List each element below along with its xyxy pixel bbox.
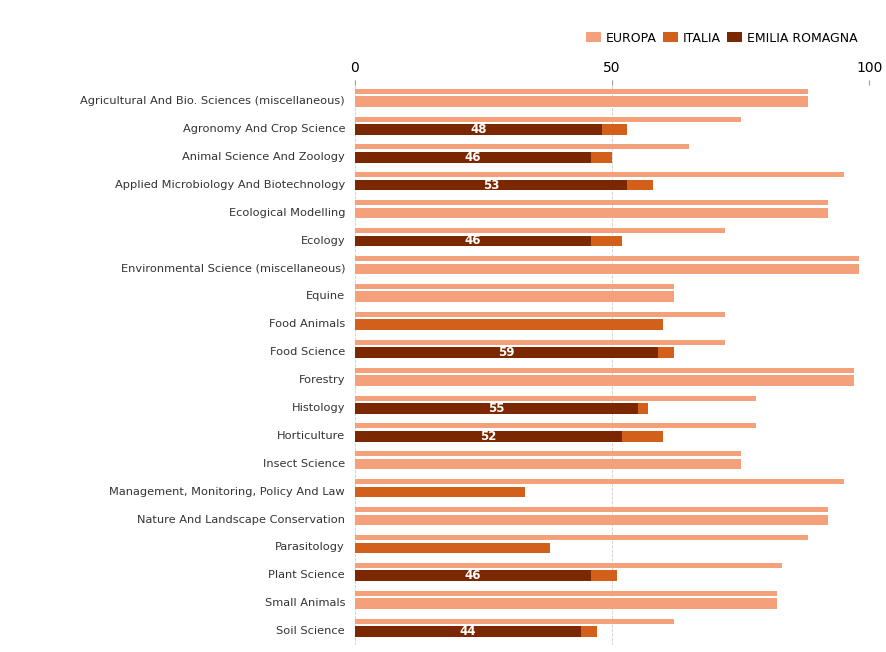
Bar	[354, 235, 591, 246]
Bar	[354, 180, 652, 190]
Bar	[354, 228, 725, 233]
Bar	[354, 208, 828, 218]
Bar	[354, 563, 781, 568]
Bar	[354, 145, 688, 149]
Bar	[354, 459, 740, 469]
Bar	[354, 619, 673, 624]
Bar	[354, 256, 858, 261]
Bar	[354, 89, 806, 94]
Text: 46: 46	[464, 235, 481, 248]
Bar	[354, 235, 622, 246]
Legend: EUROPA, ITALIA, EMILIA ROMAGNA: EUROPA, ITALIA, EMILIA ROMAGNA	[580, 27, 862, 50]
Bar	[354, 340, 725, 345]
Bar	[354, 152, 611, 162]
Bar	[354, 96, 806, 107]
Bar	[354, 152, 591, 162]
Bar	[354, 348, 657, 358]
Bar	[354, 368, 853, 373]
Text: 48: 48	[470, 123, 486, 136]
Bar	[354, 117, 740, 121]
Bar	[354, 626, 596, 637]
Text: 44: 44	[459, 625, 476, 638]
Bar	[354, 487, 524, 497]
Bar	[354, 431, 622, 441]
Text: 46: 46	[464, 151, 481, 164]
Bar	[354, 403, 648, 413]
Bar	[354, 599, 776, 609]
Bar	[354, 312, 725, 317]
Bar	[354, 263, 858, 274]
Bar	[354, 375, 853, 386]
Bar	[354, 291, 673, 302]
Bar	[354, 479, 843, 484]
Bar	[354, 124, 626, 135]
Text: 53: 53	[482, 179, 499, 192]
Bar	[354, 403, 637, 413]
Bar	[354, 626, 580, 637]
Bar	[354, 172, 843, 177]
Bar	[354, 396, 755, 400]
Bar	[354, 431, 663, 441]
Text: 46: 46	[464, 569, 481, 582]
Bar	[354, 124, 601, 135]
Bar	[354, 284, 673, 289]
Bar	[354, 570, 617, 581]
Text: 55: 55	[487, 402, 504, 415]
Bar	[354, 451, 740, 456]
Bar	[354, 423, 755, 428]
Bar	[354, 348, 673, 358]
Bar	[354, 542, 549, 553]
Bar	[354, 514, 828, 526]
Bar	[354, 180, 626, 190]
Bar	[354, 591, 776, 596]
Text: 52: 52	[480, 430, 496, 443]
Bar	[354, 570, 591, 581]
Bar	[354, 200, 828, 205]
Bar	[354, 319, 663, 330]
Bar	[354, 535, 806, 540]
Bar	[354, 507, 828, 512]
Text: 59: 59	[498, 346, 514, 359]
